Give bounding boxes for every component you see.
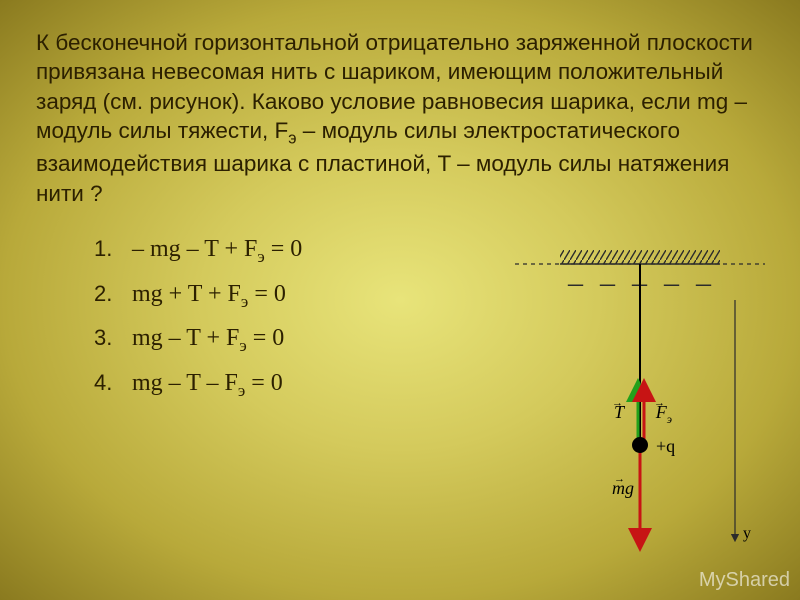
option-2-num: 2.	[94, 281, 126, 307]
physics-diagram: – – – – – T→ Fэ→ +q mg→ y	[510, 240, 770, 570]
svg-text:–: –	[663, 266, 680, 299]
slide: К бесконечной горизонтальной отрицательн…	[0, 0, 800, 600]
ball	[632, 437, 648, 453]
option-2-formula: mg + T + Fэ = 0	[132, 281, 286, 307]
svg-text:–: –	[567, 266, 584, 299]
option-1-formula: – mg – T + Fэ = 0	[132, 236, 302, 262]
label-Fe: Fэ→	[654, 397, 672, 426]
question-sub: э	[288, 129, 296, 147]
option-3-num: 3.	[94, 325, 126, 351]
watermark: MyShared	[699, 569, 790, 592]
svg-text:–: –	[695, 266, 712, 299]
label-T: T→	[612, 397, 626, 422]
option-4-num: 4.	[94, 370, 126, 396]
label-mg: mg→	[612, 473, 634, 498]
option-1-num: 1.	[94, 236, 126, 262]
label-charge: +q	[656, 436, 675, 456]
question-text: К бесконечной горизонтальной отрицательн…	[36, 28, 764, 208]
option-4-formula: mg – T – Fэ = 0	[132, 370, 283, 396]
option-3-formula: mg – T + Fэ = 0	[132, 325, 284, 351]
hatched-plane	[560, 250, 720, 264]
svg-text:–: –	[599, 266, 616, 299]
y-axis-label: y	[743, 525, 751, 542]
